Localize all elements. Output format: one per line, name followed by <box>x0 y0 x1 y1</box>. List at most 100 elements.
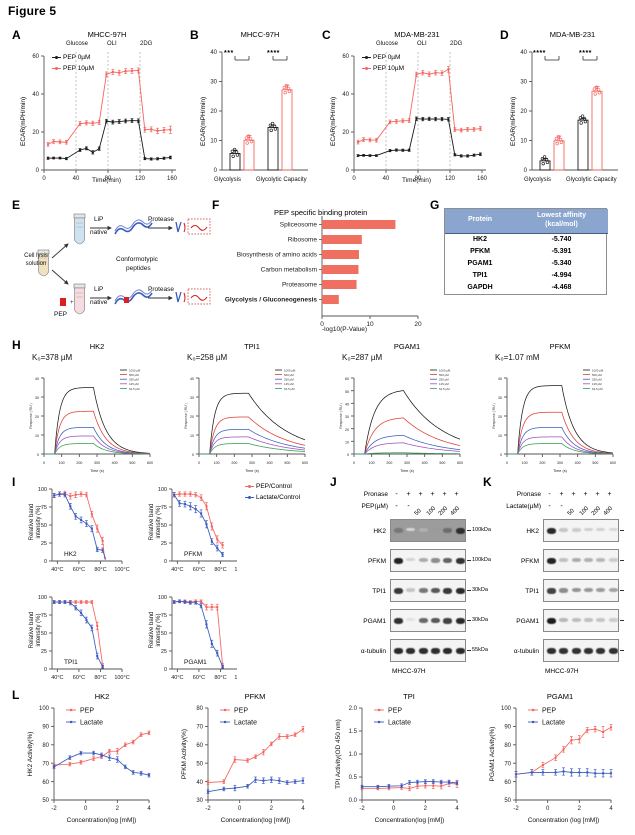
table-header-protein: Protein <box>445 209 515 234</box>
svg-text:Time (s): Time (s) <box>553 469 568 473</box>
panel-l-label: L <box>12 688 20 702</box>
lane-dose-2: 50 <box>566 508 576 517</box>
blot-band <box>418 588 428 593</box>
blot-image-α-tubulin <box>543 639 619 662</box>
svg-text:100: 100 <box>369 461 375 465</box>
table-cell-protein: PGAM1 <box>467 260 493 267</box>
panel-h-title-0: HK2 <box>89 342 105 351</box>
svg-text:100: 100 <box>59 461 65 465</box>
svg-text:100: 100 <box>39 706 50 712</box>
svg-text:0: 0 <box>84 806 88 812</box>
svg-text:80: 80 <box>415 176 422 182</box>
panel-c-annotation-oli: OLI <box>417 41 427 47</box>
blot-band <box>455 558 465 564</box>
svg-text:intensity (%): intensity (%) <box>36 613 42 646</box>
blot-band <box>406 558 416 562</box>
svg-text:100°C: 100°C <box>234 567 237 573</box>
svg-text:300: 300 <box>249 461 255 465</box>
svg-text:2.0: 2.0 <box>349 706 358 712</box>
lane-dose-0: - <box>548 503 551 510</box>
panel-l: L HK2 PFKM TPI PGAM1 -2 0 2 4 50 60 70 80 90 100 P… <box>12 688 632 833</box>
blot-band <box>406 618 416 622</box>
svg-text:80°C: 80°C <box>214 675 226 681</box>
svg-text:40: 40 <box>520 50 527 56</box>
table-cell-affinity: -5.391 <box>551 248 572 255</box>
blot-band <box>443 648 453 655</box>
svg-text:400: 400 <box>422 461 428 465</box>
svg-text:0: 0 <box>164 667 167 673</box>
svg-text:20: 20 <box>414 321 422 328</box>
panel-b: B MHCC-97H 0 10 20 30 40 ECAR(mPH/min) Glyco… <box>190 28 315 193</box>
svg-text:600: 600 <box>302 461 308 465</box>
svg-text:Concentration (log [mM]): Concentration (log [mM]) <box>528 817 600 824</box>
svg-text:intensity (%): intensity (%) <box>156 613 162 646</box>
panel-e-native-top: native <box>90 229 108 236</box>
svg-text:20: 20 <box>345 428 349 432</box>
panel-h: H HK2 TPI1 PGAM1 PFKM K₀=378 µM K₀=258 µ… <box>12 338 632 473</box>
svg-text:250 µM: 250 µM <box>439 378 449 382</box>
svg-text:Time (s): Time (s) <box>400 469 415 473</box>
svg-text:intensity (%): intensity (%) <box>156 505 162 538</box>
lane-pronase-0: - <box>395 491 398 498</box>
table-header-affinity-line2: (kcal/mol) <box>545 220 578 228</box>
svg-text:-2: -2 <box>205 806 211 812</box>
lane-dose-5: 400 <box>449 505 462 517</box>
blot-band <box>547 588 556 594</box>
svg-text:40°C: 40°C <box>51 675 63 681</box>
lane-pronase-3: + <box>583 491 588 498</box>
lane-pronase-2: + <box>418 491 423 498</box>
panel-f-category-5: Glycolysis / Gluconeogenesis <box>225 297 318 304</box>
blot-band <box>583 648 593 654</box>
svg-text:500 µM: 500 µM <box>129 373 139 377</box>
svg-text:60: 60 <box>196 743 203 749</box>
svg-text:80: 80 <box>42 743 49 749</box>
panel-l-ylabel-0: HK2 Activity(%) <box>27 732 34 777</box>
svg-text:500 µM: 500 µM <box>284 373 294 377</box>
svg-text:62.5 µM: 62.5 µM <box>592 387 603 391</box>
svg-text:0: 0 <box>37 453 39 457</box>
svg-text:50: 50 <box>41 523 47 529</box>
panel-c-xlabel: Time(min) <box>402 177 432 184</box>
lane-dose-3: 100 <box>425 505 438 517</box>
svg-text:Lactate: Lactate <box>80 719 103 726</box>
blot-band <box>559 588 569 593</box>
table-cell-affinity: -4.994 <box>551 272 572 279</box>
svg-text:PEP: PEP <box>388 707 402 714</box>
svg-text:100°C: 100°C <box>114 675 129 681</box>
svg-text:10: 10 <box>498 434 502 438</box>
table-cell-affinity: -4.468 <box>551 284 572 291</box>
lane-pronase-0: - <box>548 491 551 498</box>
svg-text:100°C: 100°C <box>234 675 237 681</box>
panel-b-title: MHCC-97H <box>240 30 280 39</box>
panel-l-title-0: HK2 <box>94 692 110 701</box>
blot-band <box>394 588 403 594</box>
blot-band <box>430 558 440 563</box>
mw-tick <box>467 530 471 531</box>
svg-text:600: 600 <box>457 461 463 465</box>
svg-text:0: 0 <box>524 168 528 174</box>
table-header-affinity-line1: Lowest affinity <box>536 212 586 219</box>
panel-f: F PEP specific binding protein 0 10 20 Spli… <box>212 198 424 338</box>
panel-d-ylabel: ECAR(mPH/min) <box>510 96 517 146</box>
table-row: GAPDH -4.468 <box>445 282 608 294</box>
panel-c-legend-item-1: PEP 10µM <box>362 65 404 72</box>
blot-row-label-α-tubulin: α-tubulin <box>360 648 386 655</box>
svg-text:PEP: PEP <box>542 707 556 714</box>
panel-d-xtick-0: Glycolysis <box>524 177 552 183</box>
svg-text:PEP: PEP <box>234 707 248 714</box>
panel-l-plots: -2 0 2 4 50 60 70 80 90 100 PEP Lactate HK2 Activity… <box>27 706 613 824</box>
mw-tick <box>467 620 471 621</box>
svg-text:30: 30 <box>345 415 349 419</box>
panel-c-title: MDA-MB-231 <box>394 30 440 39</box>
panel-a: A MHCC-97H 0 40 80 120 160 0 20 40 60 ECAR(mPH/m… <box>12 28 187 193</box>
panel-h-label: H <box>12 338 21 352</box>
mw-tick <box>620 650 624 651</box>
svg-text:0: 0 <box>500 453 502 457</box>
svg-text:200: 200 <box>76 461 82 465</box>
panel-e-schematic: + <box>37 213 211 315</box>
blot-band <box>394 618 403 624</box>
blot-band <box>547 648 556 655</box>
svg-text:500: 500 <box>129 461 135 465</box>
panel-h-title-2: PGAM1 <box>393 342 421 351</box>
blot-band <box>571 588 581 593</box>
